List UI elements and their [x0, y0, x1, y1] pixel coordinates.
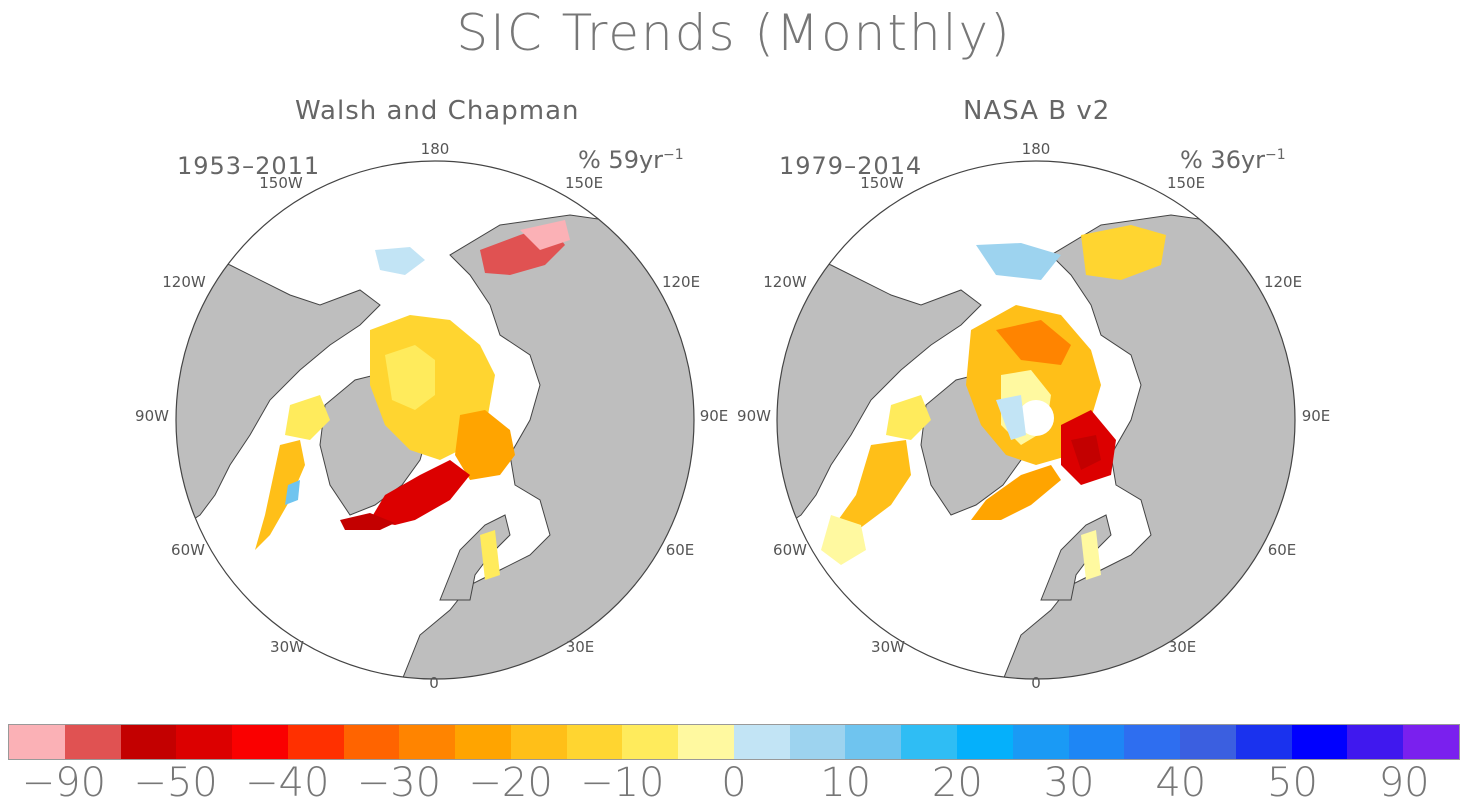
panel-1-lon-60e: 60E — [665, 541, 695, 559]
panel-1-lon-30e: 30E — [565, 638, 595, 656]
panel-1-units: % 59yr−1 — [578, 146, 684, 174]
panel-2-lon-180: 180 — [1021, 140, 1051, 158]
figure-title: SIC Trends (Monthly) — [456, 4, 1012, 62]
colorbar-swatch — [343, 725, 400, 759]
land-eurasia — [399, 214, 694, 679]
panel-2-units-text: % 36yr — [1180, 146, 1266, 174]
panel-1-units-exponent: −1 — [663, 147, 684, 163]
colorbar-swatch — [64, 725, 121, 759]
colorbar-swatch — [1012, 725, 1069, 759]
panel-1-lon-180: 180 — [420, 140, 450, 158]
land-north-america — [176, 244, 381, 536]
panel-2-lon-60e: 60E — [1267, 541, 1297, 559]
panel-1-lon-120w: 120W — [162, 273, 206, 291]
panel-1-lon-150e: 150E — [564, 174, 604, 192]
panel-1-units-text: % 59yr — [578, 146, 664, 174]
colorbar-label: −10 — [580, 760, 665, 806]
land-north-america — [777, 244, 982, 536]
panel-2-lon-60w: 60W — [773, 541, 807, 559]
colorbar-label: 10 — [820, 760, 872, 806]
panel-2-lon-30e: 30E — [1167, 638, 1197, 656]
colorbar-label: −20 — [468, 760, 553, 806]
colorbar-swatch — [845, 725, 902, 759]
colorbar-swatch — [120, 725, 177, 759]
colorbar-label: 20 — [931, 760, 983, 806]
panel-1-lon-90e: 90E — [699, 407, 729, 425]
panel-1-period: 1953–2011 — [177, 152, 321, 180]
colorbar-swatch — [622, 725, 679, 759]
colorbar-swatch — [566, 725, 623, 759]
colorbar-swatch — [957, 725, 1013, 759]
colorbar-swatch — [1347, 725, 1404, 759]
colorbar-swatch — [510, 725, 567, 759]
colorbar-swatch — [455, 725, 511, 759]
panel-1-title: Walsh and Chapman — [295, 96, 580, 126]
panel-1-map — [175, 160, 695, 680]
colorbar-label: 90 — [1378, 760, 1430, 806]
colorbar-label: −30 — [356, 760, 442, 806]
panel-2-lon-30w: 30W — [871, 638, 905, 656]
panel-2-units-exponent: −1 — [1265, 147, 1286, 163]
colorbar-label: 50 — [1267, 760, 1318, 806]
colorbar-label: −40 — [245, 760, 330, 806]
colorbar-swatch — [9, 725, 65, 759]
colorbar-swatch — [1180, 725, 1236, 759]
colorbar-swatch — [733, 725, 790, 759]
colorbar-label: 40 — [1155, 760, 1207, 806]
panel-2-lon-90w: 90W — [737, 407, 771, 425]
colorbar — [8, 724, 1460, 760]
colorbar-swatch — [399, 725, 456, 759]
panel-1-lon-150w: 150W — [259, 174, 303, 192]
panel-2-lon-0: 0 — [1031, 674, 1041, 692]
panel-2-lon-150w: 150W — [860, 174, 904, 192]
panel-1-lon-0: 0 — [429, 674, 439, 692]
colorbar-label: 30 — [1043, 760, 1095, 806]
panel-2-units: % 36yr−1 — [1180, 146, 1286, 174]
panel-1-lon-60w: 60W — [171, 541, 205, 559]
colorbar-labels: −90 −50 −40 −30 −20 −10 0 10 20 30 40 50 90 — [0, 758, 1468, 806]
panel-1-lon-30w: 30W — [270, 638, 304, 656]
colorbar-swatch — [287, 725, 344, 759]
colorbar-swatch — [1235, 725, 1292, 759]
colorbar-swatch — [176, 725, 233, 759]
panel-2-map — [776, 160, 1296, 680]
panel-1-lon-90w: 90W — [135, 407, 169, 425]
colorbar-swatch — [232, 725, 288, 759]
colorbar-swatch — [678, 725, 734, 759]
panel-2-period: 1979–2014 — [779, 152, 923, 180]
panel-2-lon-120w: 120W — [763, 273, 807, 291]
colorbar-label: −90 — [21, 760, 107, 806]
colorbar-swatch — [1124, 725, 1181, 759]
colorbar-swatch — [901, 725, 958, 759]
panel-2-title: NASA B v2 — [963, 96, 1111, 126]
land-eurasia — [1000, 214, 1295, 679]
panel-2-lon-150e: 150E — [1166, 174, 1206, 192]
colorbar-label: 0 — [721, 760, 747, 806]
colorbar-swatch — [1068, 725, 1125, 759]
colorbar-label: −50 — [133, 760, 218, 806]
panel-2-lon-120e: 120E — [1263, 273, 1303, 291]
colorbar-swatch — [1291, 725, 1348, 759]
colorbar-swatch — [1403, 725, 1459, 759]
panel-1-lon-120e: 120E — [661, 273, 701, 291]
colorbar-swatch — [789, 725, 846, 759]
panel-2-lon-90e: 90E — [1301, 407, 1331, 425]
